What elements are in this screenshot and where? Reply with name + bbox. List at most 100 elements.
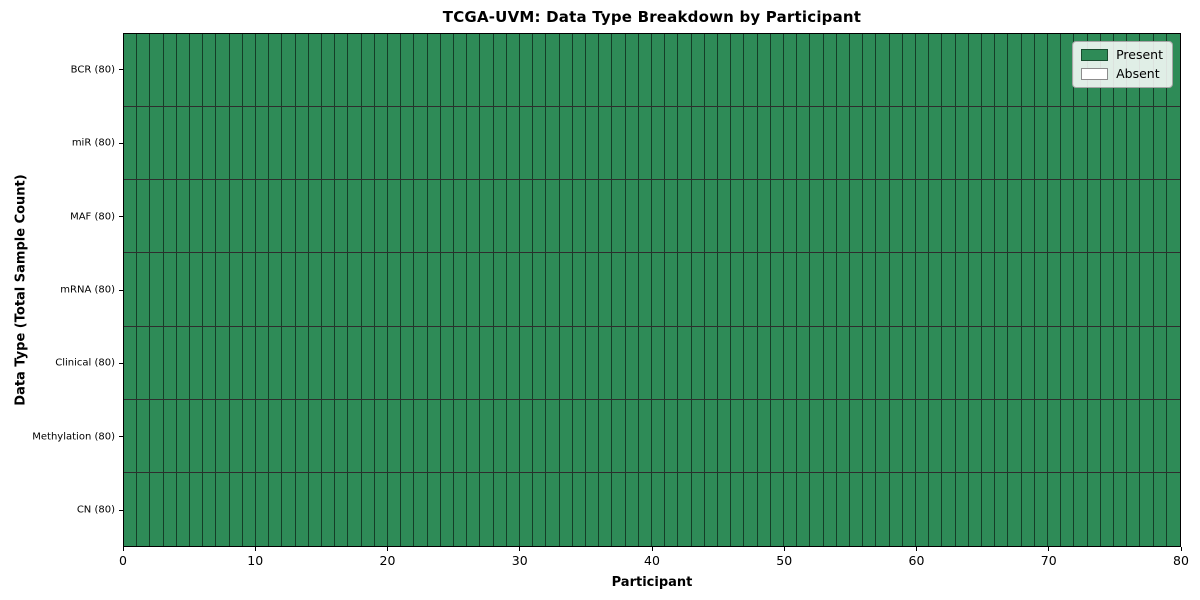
heatmap-cell — [783, 253, 798, 326]
heatmap-cell — [348, 253, 362, 326]
heatmap-cell — [335, 399, 349, 472]
heatmap-cell — [493, 180, 507, 253]
heatmap-cell — [995, 399, 1009, 472]
heatmap-cell — [506, 399, 520, 472]
heatmap-cell — [955, 472, 969, 546]
heatmap-cell — [493, 399, 507, 472]
heatmap-cell — [612, 253, 626, 326]
absent-swatch-icon — [1081, 68, 1109, 80]
heatmap-cell — [269, 399, 283, 472]
heatmap-cell — [691, 253, 705, 326]
heatmap-cell — [1034, 180, 1048, 253]
heatmap-cell — [625, 34, 639, 107]
heatmap-cell — [453, 34, 468, 107]
heatmap-cell — [783, 399, 798, 472]
heatmap-cell — [546, 107, 560, 180]
heatmap-cell — [1074, 326, 1088, 399]
heatmap-cell — [783, 180, 798, 253]
heatmap-cell — [572, 107, 586, 180]
heatmap-cell — [1034, 253, 1048, 326]
heatmap-cell — [1100, 472, 1114, 546]
heatmap-cell — [150, 326, 164, 399]
heatmap-cell — [744, 326, 758, 399]
y-tick-mark — [119, 362, 123, 364]
heatmap-cell — [348, 107, 362, 180]
heatmap-cell — [651, 399, 666, 472]
heatmap-cell — [361, 107, 375, 180]
heatmap-cell — [401, 326, 415, 399]
heatmap-cell — [863, 326, 877, 399]
legend: Present Absent — [1072, 41, 1173, 88]
heatmap-cell — [1166, 180, 1180, 253]
heatmap-cell — [546, 34, 560, 107]
heatmap-cell — [1047, 253, 1062, 326]
heatmap-cell — [1061, 326, 1075, 399]
heatmap-cell — [269, 472, 283, 546]
heatmap-cell — [651, 107, 666, 180]
heatmap-cell — [981, 472, 996, 546]
heatmap-cell — [453, 107, 468, 180]
heatmap-cell — [480, 107, 494, 180]
heatmap-cell — [440, 34, 454, 107]
heatmap-row — [124, 326, 1180, 400]
heatmap-cell — [915, 34, 930, 107]
heatmap-cell — [387, 180, 402, 253]
heatmap-cell — [137, 180, 151, 253]
heatmap-cell — [691, 180, 705, 253]
heatmap-cell — [612, 34, 626, 107]
heatmap-cell — [216, 107, 230, 180]
heatmap-cell — [823, 107, 837, 180]
heatmap-cell — [387, 34, 402, 107]
heatmap-cell — [427, 326, 441, 399]
heatmap-cell — [572, 34, 586, 107]
heatmap-cell — [229, 180, 243, 253]
heatmap-cell — [929, 107, 943, 180]
heatmap-cell — [150, 472, 164, 546]
x-tick-mark — [916, 547, 917, 551]
heatmap-cell — [717, 107, 732, 180]
heatmap-cell — [585, 107, 600, 180]
heatmap-cell — [1061, 399, 1075, 472]
heatmap-cell — [229, 253, 243, 326]
heatmap-cell — [255, 472, 270, 546]
heatmap-cell — [1087, 326, 1101, 399]
heatmap-cell — [625, 326, 639, 399]
heatmap-cell — [915, 399, 930, 472]
heatmap-cell — [163, 399, 177, 472]
heatmap-cell — [546, 180, 560, 253]
heatmap-cell — [585, 34, 600, 107]
heatmap-cell — [533, 326, 547, 399]
heatmap-cell — [348, 399, 362, 472]
heatmap-cell — [519, 253, 534, 326]
heatmap-cell — [902, 326, 916, 399]
heatmap-cell — [374, 399, 388, 472]
heatmap-cell — [942, 34, 956, 107]
heatmap-cell — [836, 326, 850, 399]
heatmap-cell — [163, 180, 177, 253]
heatmap-cell — [889, 253, 903, 326]
y-tick-mark — [119, 436, 123, 438]
heatmap-cell — [876, 253, 890, 326]
legend-entry: Absent — [1081, 67, 1163, 81]
heatmap-cell — [242, 180, 256, 253]
heatmap-cell — [902, 107, 916, 180]
heatmap-cell — [1153, 107, 1167, 180]
heatmap-cell — [163, 107, 177, 180]
heatmap-cell — [1074, 399, 1088, 472]
heatmap-cell — [414, 180, 428, 253]
heatmap-cell — [269, 180, 283, 253]
heatmap-cell — [731, 107, 745, 180]
x-tick-label: 50 — [776, 553, 793, 568]
heatmap-cell — [559, 253, 573, 326]
x-tick-mark — [122, 547, 124, 551]
heatmap-cell — [744, 34, 758, 107]
heatmap-cell — [453, 253, 468, 326]
heatmap-cell — [981, 399, 996, 472]
heatmap-cell — [176, 326, 190, 399]
heatmap-cell — [506, 472, 520, 546]
heatmap-cell — [849, 180, 864, 253]
heatmap-cell — [665, 472, 679, 546]
heatmap-cell — [1140, 326, 1154, 399]
heatmap-cell — [1166, 399, 1180, 472]
heatmap-cell — [427, 399, 441, 472]
